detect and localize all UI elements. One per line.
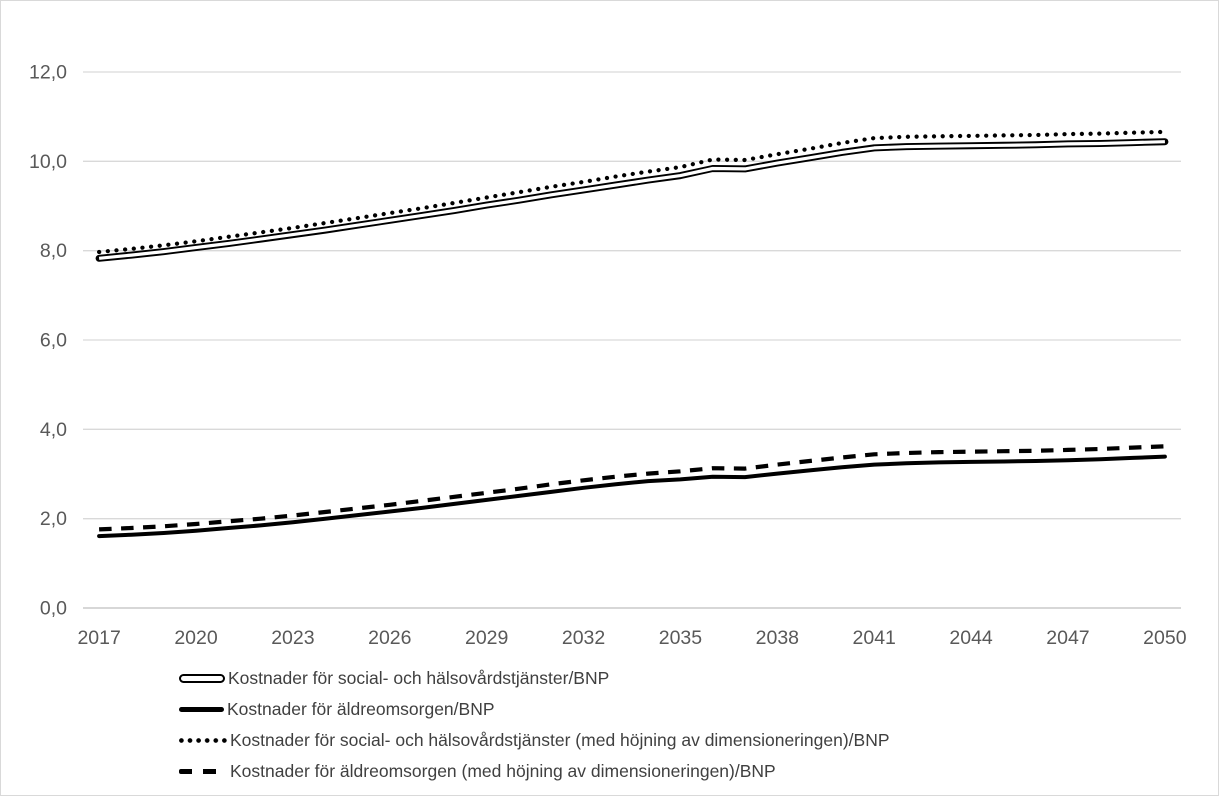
y-axis-tick-label: 10,0 [29, 151, 67, 173]
y-axis-tick-label: 2,0 [40, 508, 67, 530]
x-axis-tick-label: 2047 [1046, 627, 1089, 649]
x-axis-tick-label: 2050 [1143, 627, 1187, 649]
legend-item: Kostnader för äldreomsorgen (med höjning… [179, 759, 890, 783]
series-line-dashed [99, 444, 1165, 532]
dashed-line-legend-marker-icon [179, 768, 227, 774]
legend-label: Kostnader för social- och hälsovårdstjän… [230, 729, 890, 750]
y-axis-tick-label: 4,0 [40, 419, 67, 441]
x-axis-tick-label: 2017 [77, 627, 120, 649]
legend: Kostnader för social- och hälsovårdstjän… [179, 666, 890, 783]
y-axis-tick-label: 6,0 [40, 330, 67, 352]
y-axis-tick-label: 0,0 [40, 598, 67, 620]
legend-label: Kostnader för äldreomsorgen (med höjning… [230, 760, 776, 781]
x-axis-tick-label: 2020 [174, 627, 218, 649]
legend-label: Kostnader för äldreomsorgen/BNP [227, 698, 495, 719]
x-axis-tick-label: 2032 [562, 627, 605, 649]
series-line-double-core [98, 140, 1165, 260]
x-axis-tick-label: 2038 [756, 627, 799, 649]
x-axis-tick-label: 2041 [853, 627, 896, 649]
x-axis-tick-label: 2044 [949, 627, 993, 649]
x-axis-tick-label: 2023 [271, 627, 314, 649]
x-axis-tick-label: 2029 [465, 627, 508, 649]
series-line-solid [97, 454, 1167, 539]
x-axis-tick-label: 2035 [659, 627, 703, 649]
dotted-line-legend-marker-icon [179, 737, 227, 743]
legend-item: Kostnader för social- och hälsovårdstjän… [179, 666, 890, 690]
y-axis-tick-label: 12,0 [29, 62, 67, 84]
legend-item: Kostnader för social- och hälsovårdstjän… [179, 728, 890, 752]
double-line-legend-marker-icon [179, 673, 225, 683]
y-axis-tick-label: 8,0 [40, 240, 67, 262]
series-line-dotted [96, 129, 1168, 255]
legend-label: Kostnader för social- och hälsovårdstjän… [228, 667, 610, 688]
solid-line-legend-marker-icon [179, 706, 224, 712]
legend-item: Kostnader för äldreomsorgen/BNP [179, 697, 890, 721]
x-axis-tick-label: 2026 [368, 627, 411, 649]
